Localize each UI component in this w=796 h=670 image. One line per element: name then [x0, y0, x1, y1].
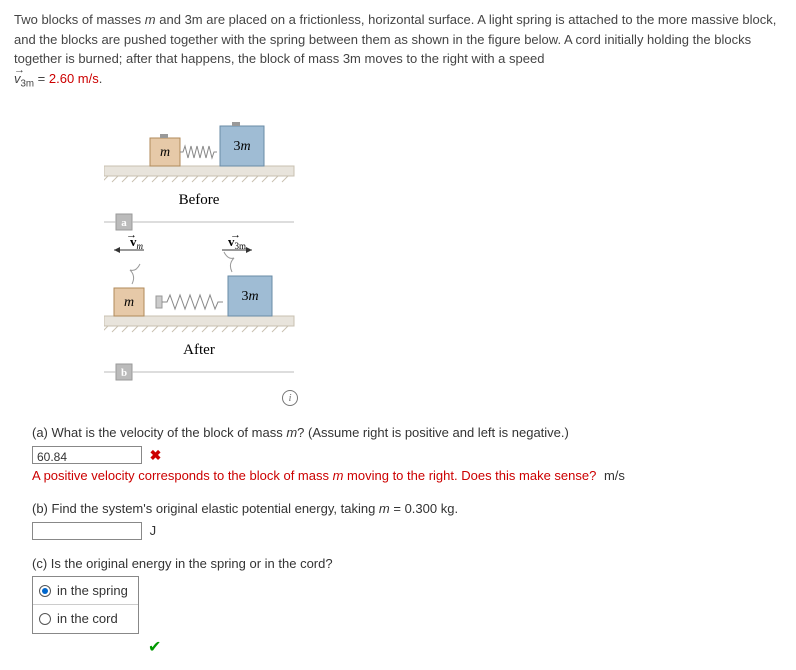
radio-icon	[39, 613, 51, 625]
svg-text:3m: 3m	[233, 139, 250, 154]
part-b-input[interactable]	[32, 522, 142, 540]
svg-text:m: m	[124, 295, 134, 310]
radio-icon	[39, 585, 51, 597]
problem-statement: Two blocks of masses m and 3m are placed…	[14, 10, 782, 92]
svg-text:→: →	[230, 229, 241, 241]
physics-diagram: m 3m Before a vm → v3m →	[104, 110, 304, 390]
radio-label: in the cord	[57, 609, 118, 629]
part-a-feedback: A positive velocity corresponds to the b…	[32, 466, 782, 486]
part-b-unit: J	[150, 523, 157, 538]
svg-text:b: b	[121, 367, 127, 379]
svg-text:After: After	[183, 342, 215, 358]
part-a-prompt: (a) What is the velocity of the block of…	[32, 423, 782, 443]
incorrect-icon: ✖	[150, 447, 162, 463]
figure: m 3m Before a vm → v3m →	[104, 110, 782, 410]
part-a-input[interactable]: 60.84	[32, 446, 142, 464]
radio-option-spring[interactable]: in the spring	[33, 577, 138, 605]
svg-text:m: m	[160, 145, 170, 160]
correct-icon: ✔	[148, 639, 161, 656]
part-c-radio-group: in the spring in the cord	[32, 576, 139, 634]
svg-text:a: a	[121, 217, 127, 229]
svg-text:Before: Before	[179, 192, 220, 208]
radio-option-cord[interactable]: in the cord	[33, 604, 138, 633]
part-c-prompt: (c) Is the original energy in the spring…	[32, 554, 782, 574]
svg-text:→: →	[126, 229, 137, 241]
svg-text:3m: 3m	[241, 289, 258, 304]
info-icon[interactable]: i	[282, 390, 298, 406]
part-b-prompt: (b) Find the system's original elastic p…	[32, 499, 782, 519]
radio-label: in the spring	[57, 581, 128, 601]
